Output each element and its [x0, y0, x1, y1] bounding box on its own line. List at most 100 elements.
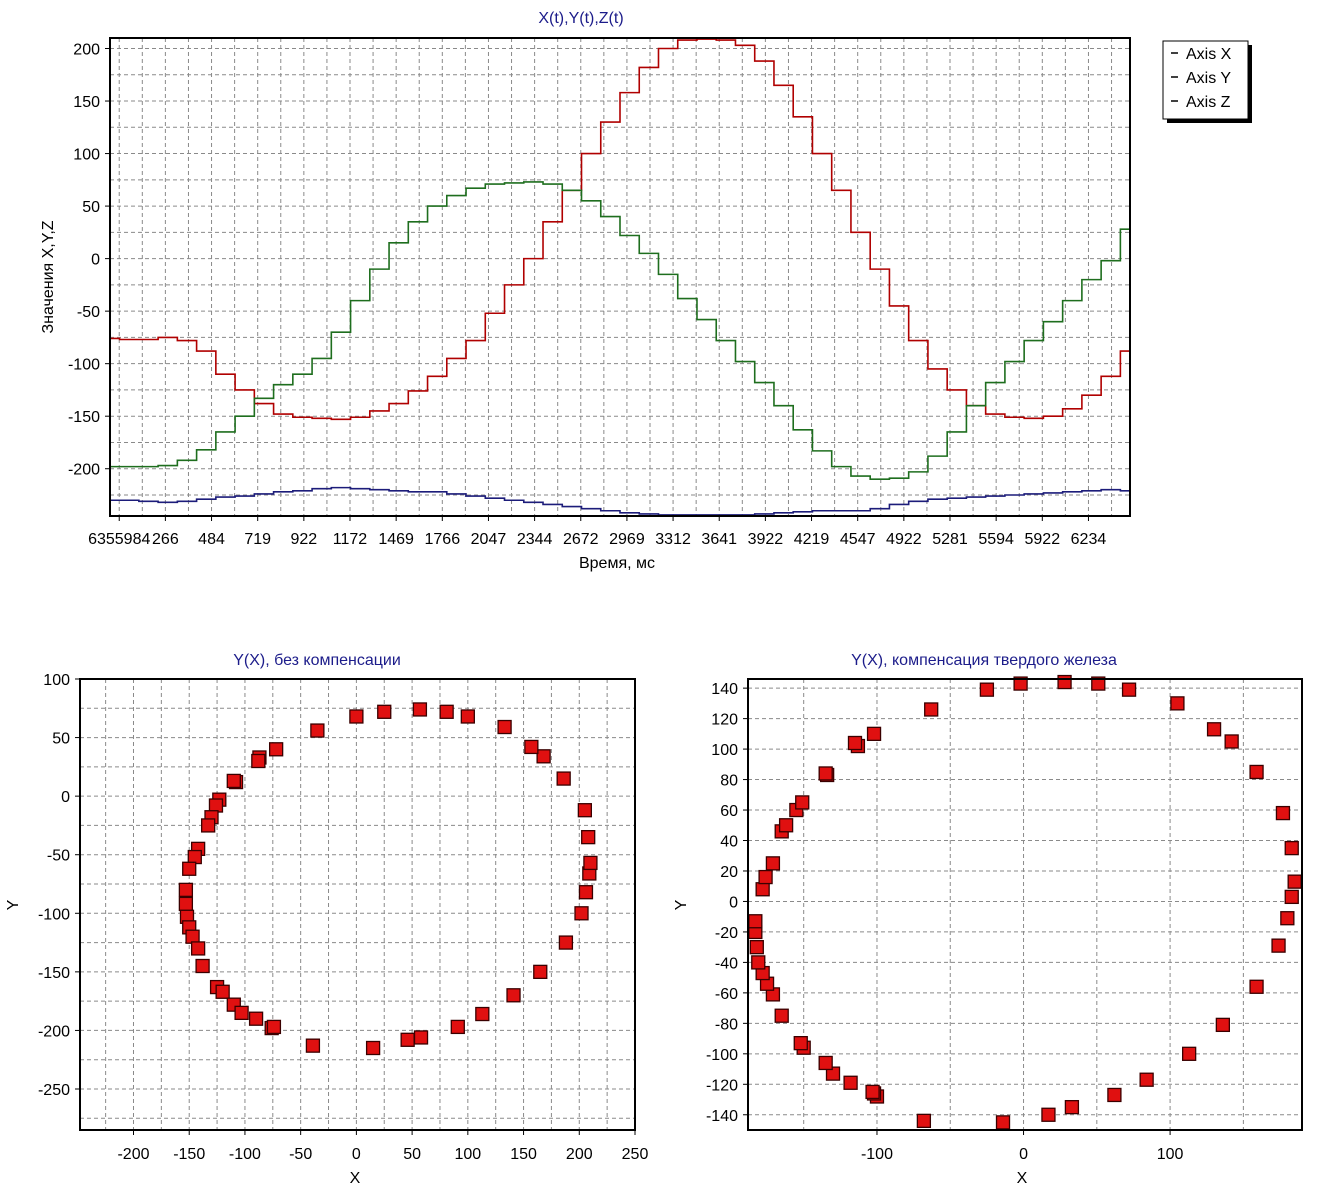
scatter-point [1224, 734, 1239, 749]
x-tick-label: 100 [1157, 1146, 1184, 1163]
y-tick-label: -60 [715, 986, 738, 1003]
scatter-point [310, 723, 325, 738]
y-tick-label: 50 [82, 199, 100, 216]
scatter-point [536, 749, 551, 764]
scatter-point [460, 709, 475, 724]
scatter-point [1107, 1087, 1122, 1103]
y-tick-label: 0 [729, 894, 738, 911]
x-tick-label: 150 [510, 1146, 537, 1163]
x-tick-label: 2969 [609, 531, 645, 548]
scatter-point [1139, 1072, 1154, 1087]
x-tick-label: 0 [1019, 1146, 1028, 1163]
scatter-point [758, 869, 773, 885]
x-tick-label: 1172 [333, 531, 368, 548]
scatter-point [248, 1011, 264, 1026]
y-tick-label: 100 [73, 147, 100, 164]
scatter-point [251, 753, 266, 769]
chart-title: X(t),Y(t),Z(t) [538, 10, 623, 27]
y-tick-label: 0 [91, 252, 100, 269]
y-tick-label: -100 [706, 1047, 738, 1064]
y-tick-label: 80 [720, 773, 738, 790]
chart-title: Y(X), компенсация твердого железа [851, 652, 1117, 669]
scatter-point [208, 798, 224, 813]
x-tick-label: 50 [403, 1146, 421, 1163]
scatter-point [305, 1038, 321, 1053]
time-series-chart: X(t),Y(t),Z(t) 200 150 100 50 0 -50 -100 -150 -2… [40, 10, 1252, 572]
scatter-point [178, 882, 194, 898]
scatter-point [818, 766, 833, 781]
x-axis-label: X [350, 1170, 361, 1187]
scatter-point [266, 1019, 282, 1035]
y-tick-label: 20 [720, 864, 738, 881]
scatter-point [865, 1084, 880, 1100]
scatter-point [349, 709, 364, 724]
scatter-point [924, 702, 939, 717]
x-tick-label: -50 [289, 1146, 312, 1163]
scatter-point [400, 1032, 415, 1047]
y-tick-label: 140 [711, 681, 738, 698]
scatter-point [574, 906, 589, 921]
x-tick-label: 1469 [378, 531, 414, 548]
scatter-point [377, 704, 392, 719]
y-axis-label: Y [673, 899, 690, 910]
scatter-point [475, 1006, 490, 1022]
scatter-point [1121, 682, 1137, 697]
x-tick-label: 3312 [655, 531, 691, 548]
legend-entry: Axis Z [1186, 94, 1231, 111]
scatter-point [751, 955, 766, 970]
x-axis-label: Время, мс [579, 555, 655, 572]
y-tick-label: -50 [77, 304, 100, 321]
x-tick-label: 100 [454, 1146, 481, 1163]
scatter-point [1284, 889, 1299, 905]
scatter-point [818, 1055, 833, 1071]
x-tick-label: 4922 [886, 531, 922, 548]
series-line-axis-y [110, 181, 1130, 481]
scatter-point [178, 896, 194, 912]
scatter-point [365, 1040, 381, 1056]
y-tick-label: -250 [38, 1082, 70, 1099]
scatter-point [524, 739, 539, 755]
x-tick-label: 4547 [840, 531, 876, 548]
y-tick-label: -100 [68, 357, 100, 374]
scatter-point [793, 1036, 808, 1051]
y-tick-label: -40 [715, 955, 738, 972]
y-tick-label: 40 [720, 834, 738, 851]
scatter-point [866, 726, 882, 742]
x-tick-label: 5281 [932, 531, 968, 548]
x-tick-label: 5594 [978, 531, 1014, 548]
x-tick-label: 1766 [425, 531, 461, 548]
uncompensated-scatter-chart: Y(X), без компенсации -200 -150 -100 -50 0 50… [5, 652, 648, 1187]
scatter-point [1013, 676, 1028, 691]
scatter-point [506, 988, 521, 1003]
legend-entry: Axis Y [1186, 70, 1231, 87]
x-tick-label: 2344 [517, 531, 553, 548]
scatter-point [1249, 979, 1264, 994]
legend-box [1162, 40, 1249, 120]
y-tick-label: 60 [720, 803, 738, 820]
scatter-point [578, 885, 594, 900]
scatter-point [1064, 1099, 1080, 1115]
scatter-point [1215, 1017, 1231, 1033]
x-tick-label: 3641 [701, 531, 737, 548]
scatter-point [765, 856, 781, 871]
x-tick-label: 719 [244, 531, 271, 548]
scatter-point [581, 829, 596, 845]
scatter-point [577, 803, 592, 818]
x-tick-label: -100 [229, 1146, 261, 1163]
y-tick-label: 120 [711, 712, 738, 729]
y-axis-label: Y [5, 899, 22, 910]
scatter-point [190, 941, 206, 956]
series-line-axis-x [110, 38, 1130, 421]
y-tick-label: -200 [38, 1023, 70, 1040]
y-tick-label: 100 [711, 742, 738, 759]
scatter-point [1280, 911, 1295, 926]
scatter-point [755, 882, 770, 897]
scatter-point [556, 771, 571, 786]
y-tick-label: -80 [715, 1016, 738, 1033]
scatter-point [413, 1030, 429, 1045]
scatter-point [748, 914, 763, 929]
scatter-point [916, 1113, 932, 1129]
x-tick-label: -150 [173, 1146, 205, 1163]
scatter-point [1287, 874, 1302, 889]
